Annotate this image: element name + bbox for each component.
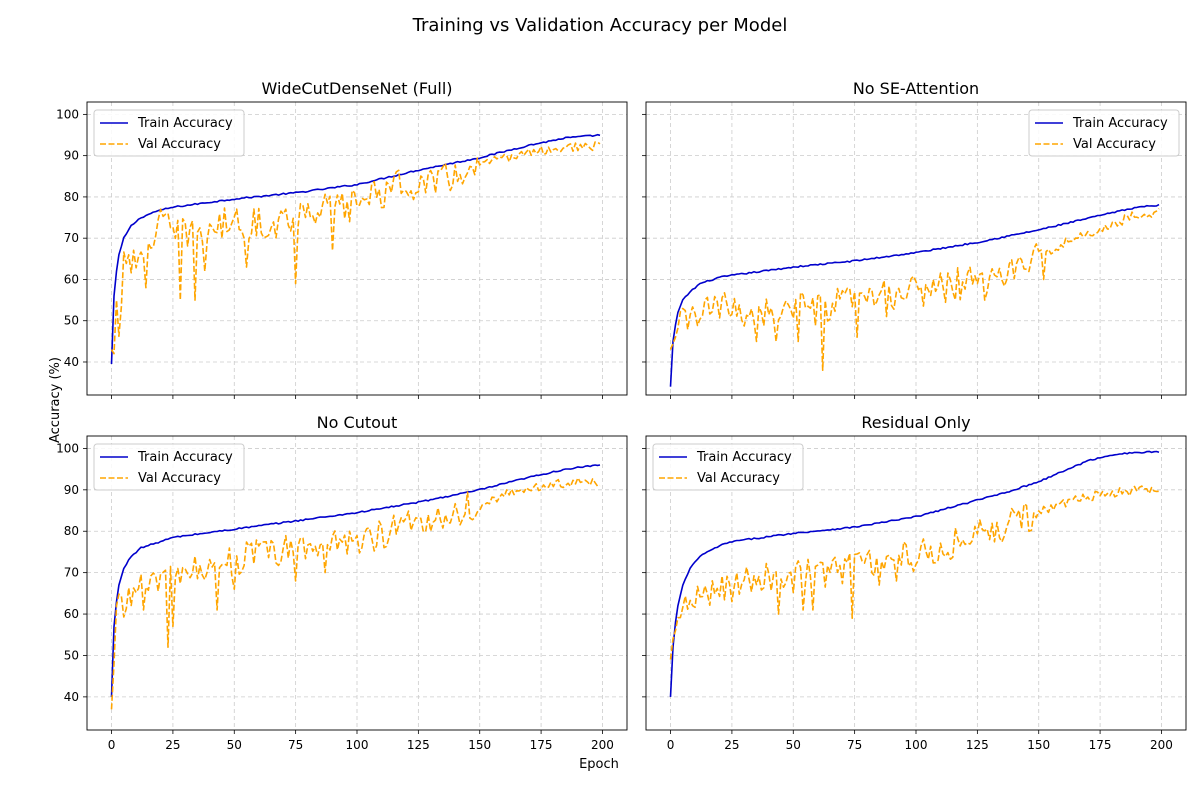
x-tick-label: 100 — [346, 738, 369, 752]
y-tick-label: 40 — [64, 690, 79, 704]
val-accuracy-line — [110, 477, 601, 710]
legend-box — [652, 443, 804, 491]
figure-xlabel: Epoch — [579, 757, 619, 772]
x-tick-label: 75 — [288, 738, 303, 752]
subplot-grid: 40 50 60 70 80 90 100 WideCutDenseNet (Full) Tra… — [56, 79, 1187, 752]
figure-title: Training vs Validation Accuracy per Mode… — [412, 15, 788, 36]
subplot-2: No SE-Attention Train Accuracy Val Accurac… — [642, 79, 1187, 399]
x-tick-label: 150 — [1027, 738, 1050, 752]
y-tick-label: 80 — [64, 190, 79, 204]
y-tick-label: 40 — [64, 355, 79, 369]
y-tick-label: 90 — [64, 483, 79, 497]
y-tick-label: 70 — [64, 231, 79, 245]
x-tick-label: 200 — [1150, 738, 1173, 752]
plot-frame — [86, 101, 628, 396]
y-tick-label: 60 — [64, 607, 79, 621]
legend: Train Accuracy Val Accuracy — [93, 443, 245, 491]
legend: Train Accuracy Val Accuracy — [652, 443, 804, 491]
legend: Train Accuracy Val Accuracy — [93, 109, 245, 157]
train-accuracy-line — [110, 464, 601, 697]
subplot-title: No SE-Attention — [853, 79, 979, 98]
subplot-4: 0 25 50 75 100 125 150 175 200 Residual Only Train… — [642, 413, 1187, 752]
subplot-title: Residual Only — [861, 413, 970, 432]
legend-label: Train Accuracy — [137, 450, 233, 465]
x-tick-label: 100 — [905, 738, 928, 752]
figure-ylabel: Accuracy (%) — [48, 357, 63, 443]
legend-label: Val Accuracy — [138, 137, 221, 152]
plot-frame — [86, 435, 628, 731]
legend-label: Train Accuracy — [137, 116, 233, 131]
subplot-3: 0 25 50 75 100 125 150 175 200 40 50 60 70 80 90 100 No … — [56, 413, 628, 752]
x-tick-label: 25 — [724, 738, 739, 752]
y-tick-label: 70 — [64, 566, 79, 580]
plot-frame — [645, 435, 1187, 731]
x-tick-label: 0 — [108, 738, 116, 752]
x-tick-label: 175 — [1089, 738, 1112, 752]
legend-label: Val Accuracy — [697, 471, 780, 486]
subplot-title: No Cutout — [317, 413, 398, 432]
plot-frame — [645, 101, 1187, 396]
y-tick-label: 80 — [64, 524, 79, 538]
val-accuracy-line — [669, 485, 1160, 660]
legend-label: Val Accuracy — [138, 471, 221, 486]
x-tick-label: 25 — [165, 738, 180, 752]
y-tick-label: 50 — [64, 314, 79, 328]
x-tick-label: 75 — [847, 738, 862, 752]
x-tick-label: 50 — [227, 738, 242, 752]
legend-label: Train Accuracy — [1072, 116, 1168, 131]
legend-label: Train Accuracy — [696, 450, 792, 465]
y-tick-label: 100 — [56, 441, 79, 455]
train-accuracy-line — [669, 450, 1160, 697]
train-accuracy-line — [669, 203, 1160, 387]
x-tick-label: 50 — [786, 738, 801, 752]
x-tick-label: 125 — [407, 738, 430, 752]
x-tick-label: 175 — [530, 738, 553, 752]
legend-label: Val Accuracy — [1073, 137, 1156, 152]
y-tick-label: 50 — [64, 648, 79, 662]
subplot-1: 40 50 60 70 80 90 100 WideCutDenseNet (Full) Tra… — [56, 79, 628, 399]
y-tick-label: 90 — [64, 149, 79, 163]
val-accuracy-line — [110, 141, 601, 355]
x-tick-label: 200 — [591, 738, 614, 752]
x-tick-label: 0 — [667, 738, 675, 752]
val-accuracy-line — [669, 208, 1160, 372]
legend-box — [93, 109, 245, 157]
legend-box — [1028, 109, 1180, 157]
subplot-title: WideCutDenseNet (Full) — [262, 79, 453, 98]
y-tick-label: 100 — [56, 107, 79, 121]
legend-box — [93, 443, 245, 491]
train-accuracy-line — [110, 133, 601, 365]
x-tick-label: 125 — [966, 738, 989, 752]
legend: Train Accuracy Val Accuracy — [1028, 109, 1180, 157]
y-tick-label: 60 — [64, 272, 79, 286]
x-tick-label: 150 — [468, 738, 491, 752]
